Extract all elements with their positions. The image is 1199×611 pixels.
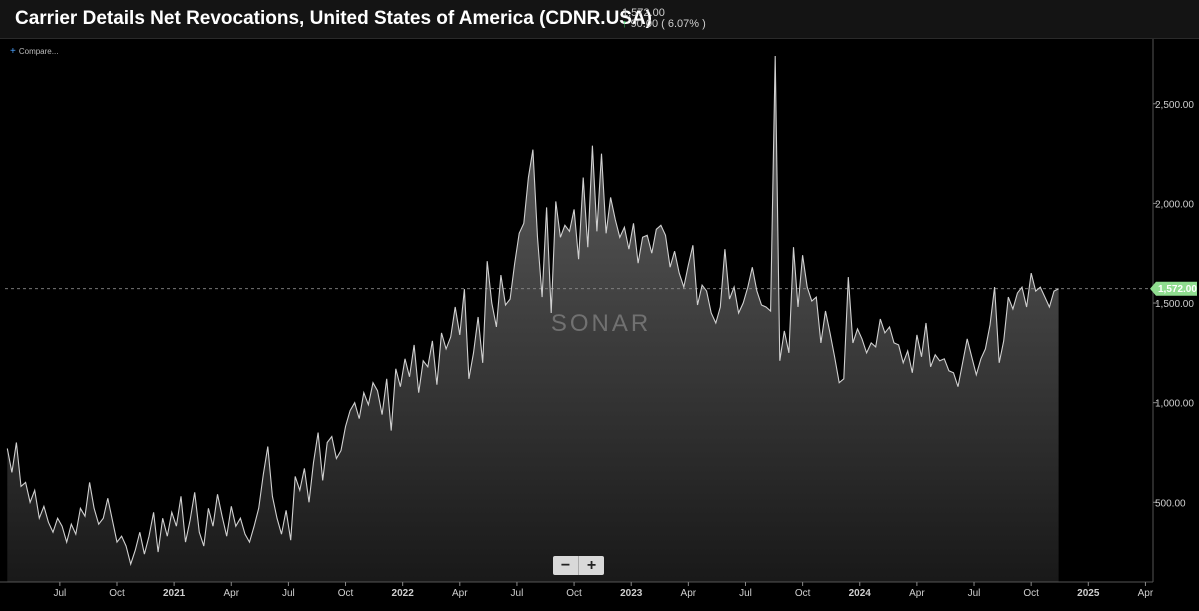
- x-tick-label: Jul: [282, 588, 295, 599]
- x-tick-label: 2022: [392, 588, 415, 599]
- zoom-divider: [578, 556, 579, 575]
- x-tick-label: 2023: [620, 588, 643, 599]
- plus-icon: +: [10, 46, 16, 57]
- x-tick-label: Apr: [223, 588, 239, 599]
- y-axis: 500.00 1,000.00 1,500.00 2,000.00 2,500.00: [1152, 39, 1194, 582]
- x-tick-label: Oct: [566, 588, 582, 599]
- x-tick-label: 2021: [163, 588, 186, 599]
- last-value-badge-label: 1,572.00: [1158, 284, 1197, 295]
- x-tick-label: 2025: [1077, 588, 1100, 599]
- last-value-badge: 1,572.00: [1150, 281, 1197, 296]
- x-axis: Jul Oct 2021 Apr Jul Oct 2022 Apr Jul Oct 2023 Apr J…: [0, 581, 1154, 599]
- x-tick-label: Apr: [909, 588, 925, 599]
- x-tick-label: Jul: [739, 588, 752, 599]
- x-tick-label: Oct: [1023, 588, 1039, 599]
- chart-title: Carrier Details Net Revocations, United …: [15, 8, 653, 29]
- x-tick-label: Jul: [968, 588, 981, 599]
- chart-header: Carrier Details Net Revocations, United …: [0, 0, 1199, 39]
- chart-area[interactable]: SONAR 500.00 1,000.00 1,500.00 2,000.00 2,50…: [0, 39, 1199, 611]
- series-line: [6, 55, 1059, 567]
- compare-label: Compare...: [18, 47, 59, 56]
- zoom-out-button[interactable]: −: [560, 556, 571, 574]
- x-tick-label: Apr: [681, 588, 697, 599]
- sonar-watermark: SONAR: [551, 310, 651, 337]
- change-value: 90.00 ( 6.07% ): [630, 18, 706, 30]
- y-tick-label: 2,000.00: [1155, 199, 1194, 210]
- arrow-up-icon: ↑: [622, 18, 628, 30]
- x-tick-label: Oct: [338, 588, 354, 599]
- last-value-badge-bg: [1150, 281, 1197, 296]
- zoom-control: − +: [553, 556, 604, 575]
- y-tick-label: 500.00: [1155, 498, 1186, 509]
- series-area: [7, 56, 1059, 582]
- compare-button[interactable]: + Compare...: [10, 46, 58, 57]
- x-tick-label: Jul: [511, 588, 524, 599]
- quote-block: 1,572.00 ↑ 90.00 ( 6.07% ): [622, 8, 706, 30]
- x-tick-label: Apr: [1138, 588, 1154, 599]
- y-tick-label: 1,000.00: [1155, 399, 1194, 410]
- x-tick-label: Apr: [452, 588, 468, 599]
- x-tick-label: Jul: [53, 588, 66, 599]
- y-tick-label: 2,500.00: [1155, 100, 1194, 111]
- plot-layer: [5, 55, 1150, 582]
- last-value: 1,572.00: [622, 7, 665, 19]
- x-tick-label: 2024: [849, 588, 872, 599]
- zoom-in-button[interactable]: +: [586, 556, 597, 574]
- x-tick-label: Oct: [795, 588, 811, 599]
- y-tick-label: 1,500.00: [1155, 299, 1194, 310]
- x-tick-label: Oct: [109, 588, 125, 599]
